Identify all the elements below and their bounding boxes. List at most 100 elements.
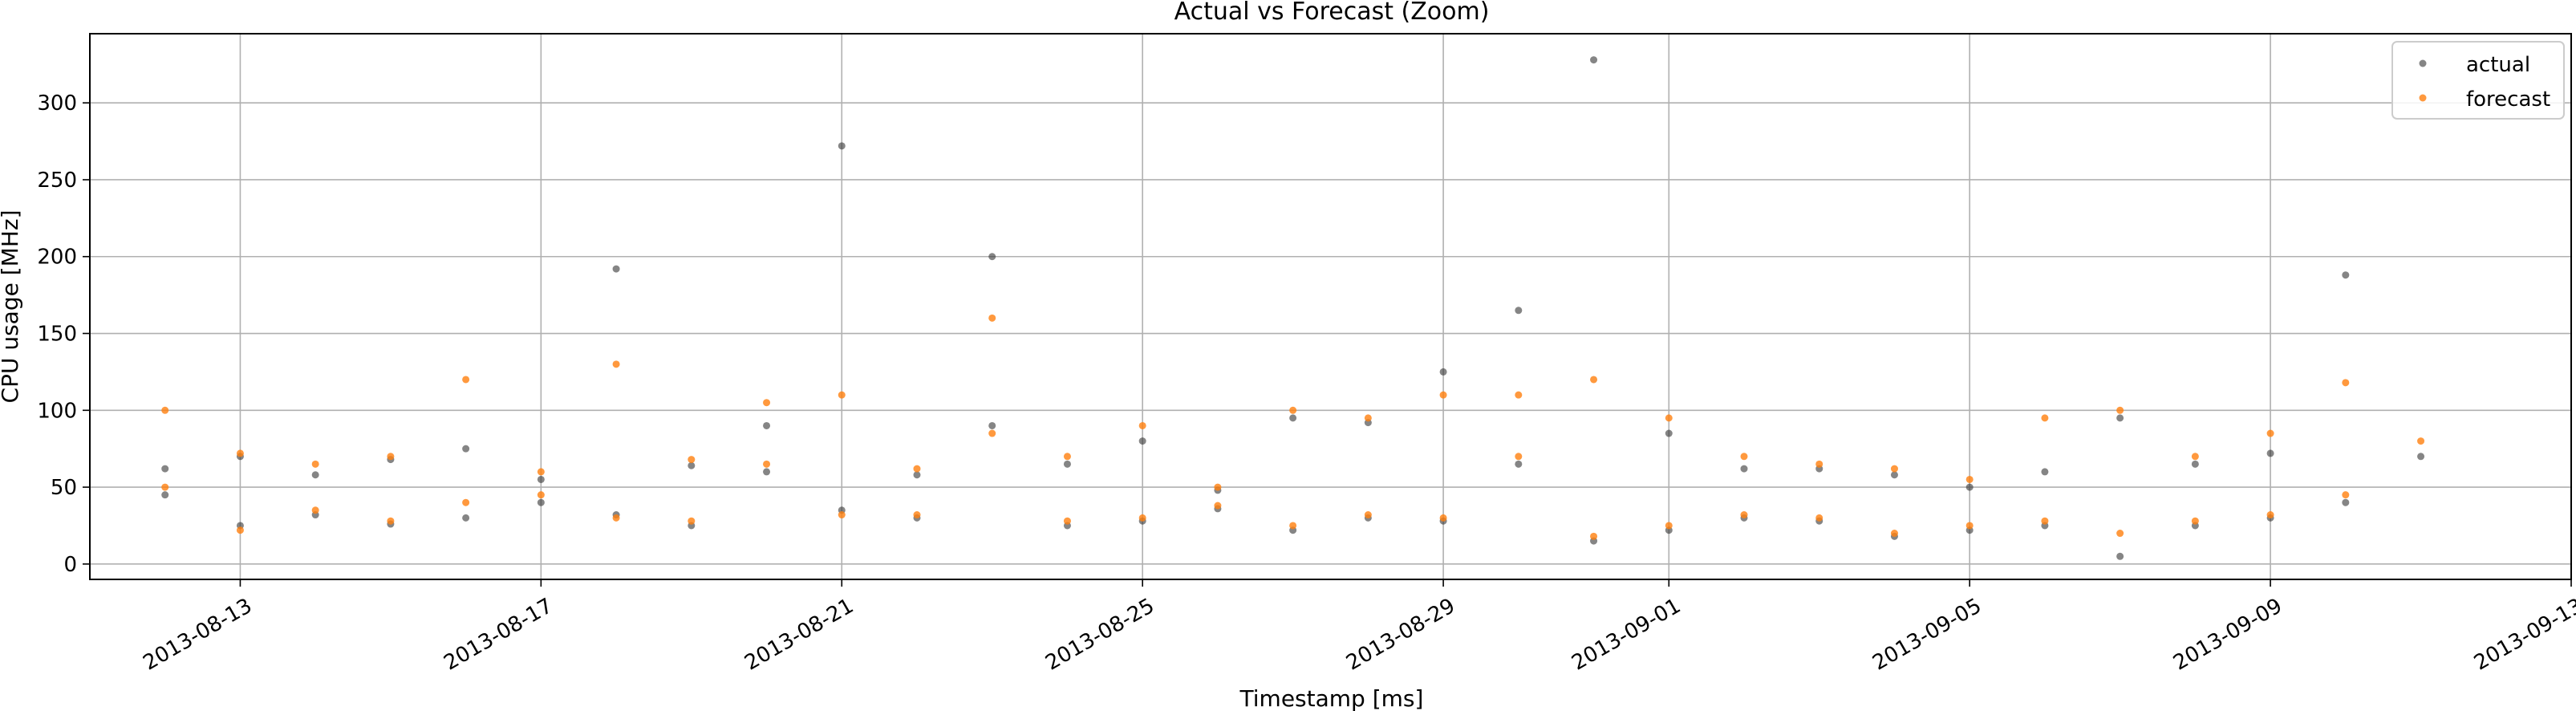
legend: actual forecast xyxy=(2391,41,2565,120)
point-forecast xyxy=(763,460,771,468)
point-forecast xyxy=(1515,391,1523,399)
point-forecast xyxy=(1740,511,1748,519)
y-tick-label: 0 xyxy=(63,553,77,577)
point-forecast xyxy=(1665,414,1673,422)
y-tick-label: 100 xyxy=(37,399,77,423)
point-forecast xyxy=(161,483,169,491)
point-forecast xyxy=(161,406,169,414)
point-forecast xyxy=(387,453,395,461)
point-actual xyxy=(763,468,771,476)
point-forecast xyxy=(1063,517,1071,525)
point-actual xyxy=(462,514,470,522)
point-forecast xyxy=(988,429,996,437)
y-axis-label: CPU usage [MHz] xyxy=(0,210,23,404)
point-actual xyxy=(1515,307,1523,315)
point-actual xyxy=(988,253,996,261)
point-forecast xyxy=(462,376,470,384)
point-forecast xyxy=(2417,437,2425,445)
point-actual xyxy=(161,465,169,473)
point-actual xyxy=(988,421,996,429)
point-forecast xyxy=(1138,514,1146,522)
point-actual xyxy=(2266,449,2274,457)
point-actual xyxy=(2116,414,2124,422)
point-actual xyxy=(1665,429,1673,437)
point-forecast xyxy=(1439,391,1447,399)
point-forecast xyxy=(1063,453,1071,461)
point-forecast xyxy=(1364,511,1372,519)
point-forecast xyxy=(763,399,771,407)
point-forecast xyxy=(688,517,696,525)
point-actual xyxy=(1590,56,1598,64)
point-forecast xyxy=(2041,517,2049,525)
y-tick-label: 300 xyxy=(37,91,77,116)
point-forecast xyxy=(1890,465,1898,473)
point-actual xyxy=(2342,271,2350,279)
point-forecast xyxy=(1965,522,1974,530)
point-actual xyxy=(1890,471,1898,479)
point-actual xyxy=(2417,453,2425,461)
plot-frame xyxy=(89,33,2572,580)
point-forecast xyxy=(688,456,696,464)
point-actual xyxy=(1515,460,1523,468)
point-actual xyxy=(913,471,921,479)
point-forecast xyxy=(1740,453,1748,461)
point-forecast xyxy=(537,491,545,499)
point-forecast xyxy=(1289,406,1297,414)
grid xyxy=(90,34,2572,579)
point-forecast xyxy=(612,514,620,522)
legend-label-forecast: forecast xyxy=(2466,87,2550,112)
y-tick-label: 150 xyxy=(37,323,77,347)
point-forecast xyxy=(537,468,545,476)
point-forecast xyxy=(2342,491,2350,499)
point-forecast xyxy=(236,526,244,534)
point-forecast xyxy=(1590,532,1598,540)
point-forecast xyxy=(311,460,319,468)
point-actual xyxy=(462,445,470,453)
y-tick-label: 250 xyxy=(37,169,77,193)
point-actual xyxy=(2342,498,2350,506)
point-actual xyxy=(1439,368,1447,376)
point-forecast xyxy=(1890,530,1898,538)
point-forecast xyxy=(387,517,395,525)
point-forecast xyxy=(2266,511,2274,519)
point-actual xyxy=(161,491,169,499)
point-forecast xyxy=(838,511,846,519)
point-forecast xyxy=(913,465,921,473)
legend-marker-actual xyxy=(2419,59,2427,67)
point-actual xyxy=(688,461,696,469)
point-forecast xyxy=(2116,530,2124,538)
point-actual xyxy=(763,421,771,429)
legend-marker-forecast xyxy=(2419,94,2427,102)
point-forecast xyxy=(2342,379,2350,387)
point-forecast xyxy=(988,314,996,322)
point-forecast xyxy=(838,391,846,399)
point-actual xyxy=(1063,460,1071,468)
point-forecast xyxy=(1515,453,1523,461)
chart-title: Actual vs Forecast (Zoom) xyxy=(1174,0,1490,26)
y-tick-label: 200 xyxy=(37,246,77,270)
legend-label-actual: actual xyxy=(2466,53,2530,77)
point-forecast xyxy=(2191,517,2199,525)
point-forecast xyxy=(1965,475,1974,483)
point-forecast xyxy=(913,511,921,519)
y-axis: 0 50 100 150 200 250 300 xyxy=(37,91,90,577)
point-actual xyxy=(1965,483,1974,491)
point-forecast xyxy=(1590,376,1598,384)
point-actual xyxy=(311,471,319,479)
legend-box xyxy=(2391,41,2565,120)
point-actual xyxy=(537,475,545,483)
point-forecast xyxy=(1815,514,1823,522)
point-actual xyxy=(2041,468,2049,476)
point-forecast xyxy=(1439,514,1447,522)
scatter-points xyxy=(161,56,2425,560)
point-forecast xyxy=(1815,460,1823,468)
point-forecast xyxy=(612,360,620,368)
point-actual xyxy=(2191,460,2199,468)
point-actual xyxy=(1289,414,1297,422)
point-forecast xyxy=(1289,522,1297,530)
point-forecast xyxy=(2191,453,2199,461)
point-actual xyxy=(1740,465,1748,473)
point-forecast xyxy=(1138,421,1146,429)
point-actual xyxy=(1138,437,1146,445)
